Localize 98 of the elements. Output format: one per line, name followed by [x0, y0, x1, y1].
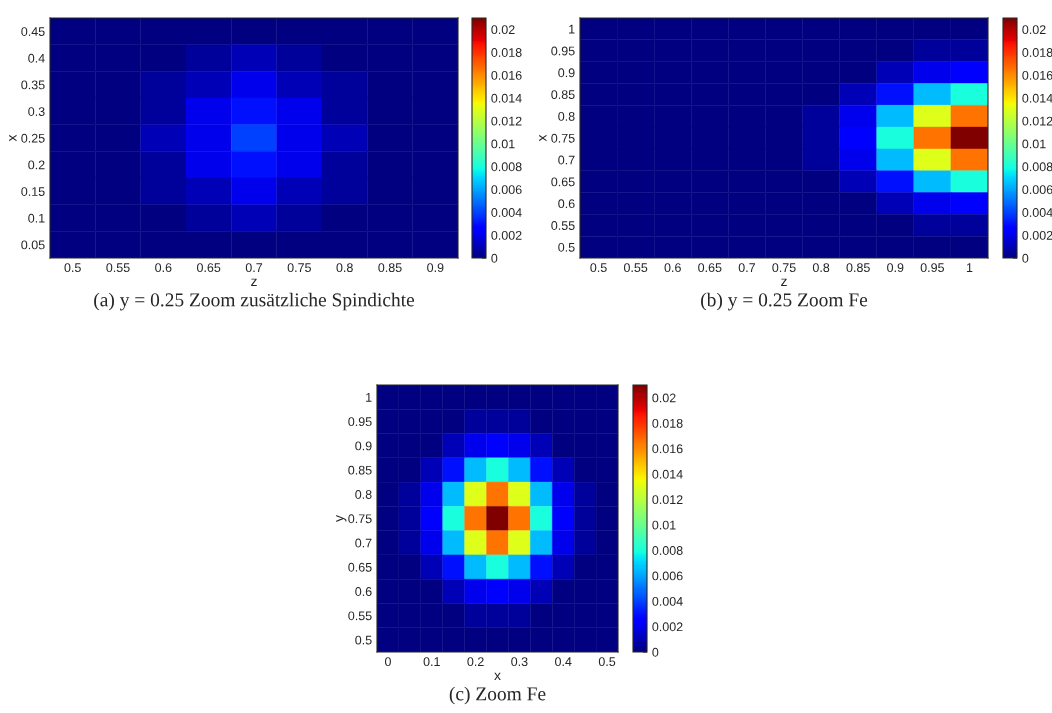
y-tick-label: 0.1 — [28, 213, 45, 223]
color-bar-label: 0.014 — [1022, 93, 1052, 103]
y-tick-label: 0.9 — [558, 68, 575, 78]
y-tick-label: 0.6 — [558, 199, 575, 209]
x-tick-label: 0.95 — [920, 263, 945, 273]
text: (c) Zoom Fe — [449, 686, 546, 705]
y-tick-label: 0.7 — [355, 538, 372, 548]
color-bar-label: 0.004 — [1022, 208, 1052, 217]
x-tick-label: 0 — [384, 657, 391, 667]
y-tick-label: 0.9 — [355, 441, 372, 451]
color-bar-label: 0.02 — [491, 25, 515, 35]
y-tick-label: 0.45 — [21, 27, 45, 36]
x-tick-label: 0.55 — [106, 263, 130, 273]
x-tick-label: 0.6 — [155, 263, 172, 273]
color-bar-label: 0.002 — [652, 622, 683, 632]
x-tick-label: 0.7 — [738, 263, 755, 273]
color-bar-label: 0.014 — [491, 93, 522, 103]
color-bar-label: 0.006 — [491, 185, 522, 195]
color-bar-label: 0 — [652, 647, 659, 657]
color-bar-label: 0.006 — [652, 571, 683, 581]
color-bar-label: 0.01 — [1022, 139, 1046, 149]
y-tick-label: 0.25 — [21, 133, 45, 143]
y-tick-label: 0.35 — [21, 80, 45, 90]
y-tick-label: 0.8 — [355, 490, 372, 499]
color-bar-label: 0.008 — [491, 162, 522, 172]
y-axis-title: y — [336, 515, 347, 522]
y-tick-label: 0.05 — [21, 240, 45, 250]
x-tick-label: 0.65 — [698, 263, 722, 273]
color-bar-label: 0.012 — [491, 116, 522, 126]
y-tick-label: 1 — [569, 24, 575, 34]
y-tick-label: 1 — [366, 393, 372, 402]
x-tick-label: 0.6 — [664, 263, 681, 273]
y-tick-label: 0.5 — [558, 242, 575, 252]
x-tick-label: 0.75 — [772, 263, 796, 273]
text: (a) y = 0.25 Zoom zusätzliche Spindichte — [94, 292, 415, 311]
y-tick-label: 0.75 — [551, 133, 575, 143]
color-bar-label: 0.01 — [652, 520, 676, 530]
color-bar-label: 0.016 — [652, 444, 683, 454]
y-tick-label: 0.65 — [348, 562, 372, 572]
x-tick-label: 0.2 — [467, 657, 484, 667]
x-tick-label: 0.8 — [812, 263, 830, 273]
y-tick-label: 0.2 — [28, 160, 45, 170]
y-tick-label: 0.3 — [28, 107, 45, 116]
y-tick-label: 0.75 — [348, 514, 372, 524]
y-tick-label: 0.15 — [21, 187, 45, 196]
y-axis-title: x — [9, 134, 17, 142]
x-tick-label: 0.5 — [590, 263, 607, 273]
y-tick-label: 0.5 — [355, 635, 372, 645]
color-bar-label: 0.004 — [491, 208, 522, 217]
x-tick-label: 0.85 — [846, 263, 870, 273]
color-bar-label: 0.012 — [1022, 116, 1052, 126]
x-tick-label: 0.55 — [623, 263, 648, 273]
x-tick-label: 0.3 — [511, 657, 528, 667]
x-tick-label: 0.7 — [245, 263, 263, 273]
x-tick-label: 0.85 — [378, 263, 402, 273]
color-bar-label: 0.016 — [1022, 70, 1052, 80]
y-axis-title: x — [539, 134, 547, 142]
color-bar-label: 0.016 — [491, 70, 522, 80]
x-axis-title: z — [251, 278, 257, 286]
x-tick-label: 0.1 — [423, 657, 440, 667]
y-tick-label: 0.7 — [558, 155, 575, 165]
x-tick-label: 0.5 — [64, 263, 81, 273]
y-tick-label: 0.85 — [348, 465, 372, 475]
y-tick-label: 0.65 — [551, 177, 575, 187]
color-bar-label: 0.004 — [652, 596, 683, 606]
y-tick-label: 0.6 — [355, 587, 372, 596]
y-tick-label: 0.55 — [551, 221, 575, 230]
x-axis-title: x — [494, 672, 501, 680]
color-bar-label: 0 — [491, 253, 498, 263]
x-axis-title: z — [781, 278, 787, 286]
x-tick-label: 0.9 — [887, 263, 904, 273]
y-tick-label: 0.4 — [28, 53, 45, 63]
color-bar-label: 0.008 — [1022, 162, 1052, 172]
x-tick-label: 0.9 — [427, 263, 444, 273]
text: (b) y = 0.25 Zoom Fe — [701, 292, 868, 311]
x-tick-label: 0.8 — [336, 263, 353, 273]
color-bar-label: 0.018 — [491, 48, 522, 57]
color-bar-label: 0.002 — [491, 230, 522, 240]
color-bar-label: 0.018 — [652, 418, 683, 428]
y-tick-label: 0.95 — [551, 46, 575, 56]
color-bar-label: 0.002 — [1022, 230, 1052, 240]
color-bar-label: 0.012 — [652, 495, 683, 505]
x-tick-label: 0.65 — [196, 263, 221, 273]
color-bar-label: 0.014 — [652, 469, 683, 479]
x-tick-label: 0.75 — [287, 263, 311, 273]
color-bar-label: 0.018 — [1022, 48, 1052, 57]
y-tick-label: 0.95 — [348, 417, 372, 427]
x-tick-label: 1 — [966, 263, 973, 272]
y-tick-label: 0.85 — [551, 90, 575, 100]
color-bar-label: 0.02 — [652, 393, 676, 403]
color-bar-label: 0.008 — [652, 546, 683, 555]
y-tick-label: 0.55 — [348, 611, 372, 621]
x-tick-label: 0.5 — [598, 657, 616, 667]
color-bar-label: 0.006 — [1022, 185, 1052, 195]
color-bar-label: 0.02 — [1022, 25, 1046, 35]
color-bar-label: 0 — [1022, 253, 1029, 263]
color-bar-label: 0.01 — [491, 139, 515, 149]
y-tick-label: 0.8 — [558, 111, 575, 121]
